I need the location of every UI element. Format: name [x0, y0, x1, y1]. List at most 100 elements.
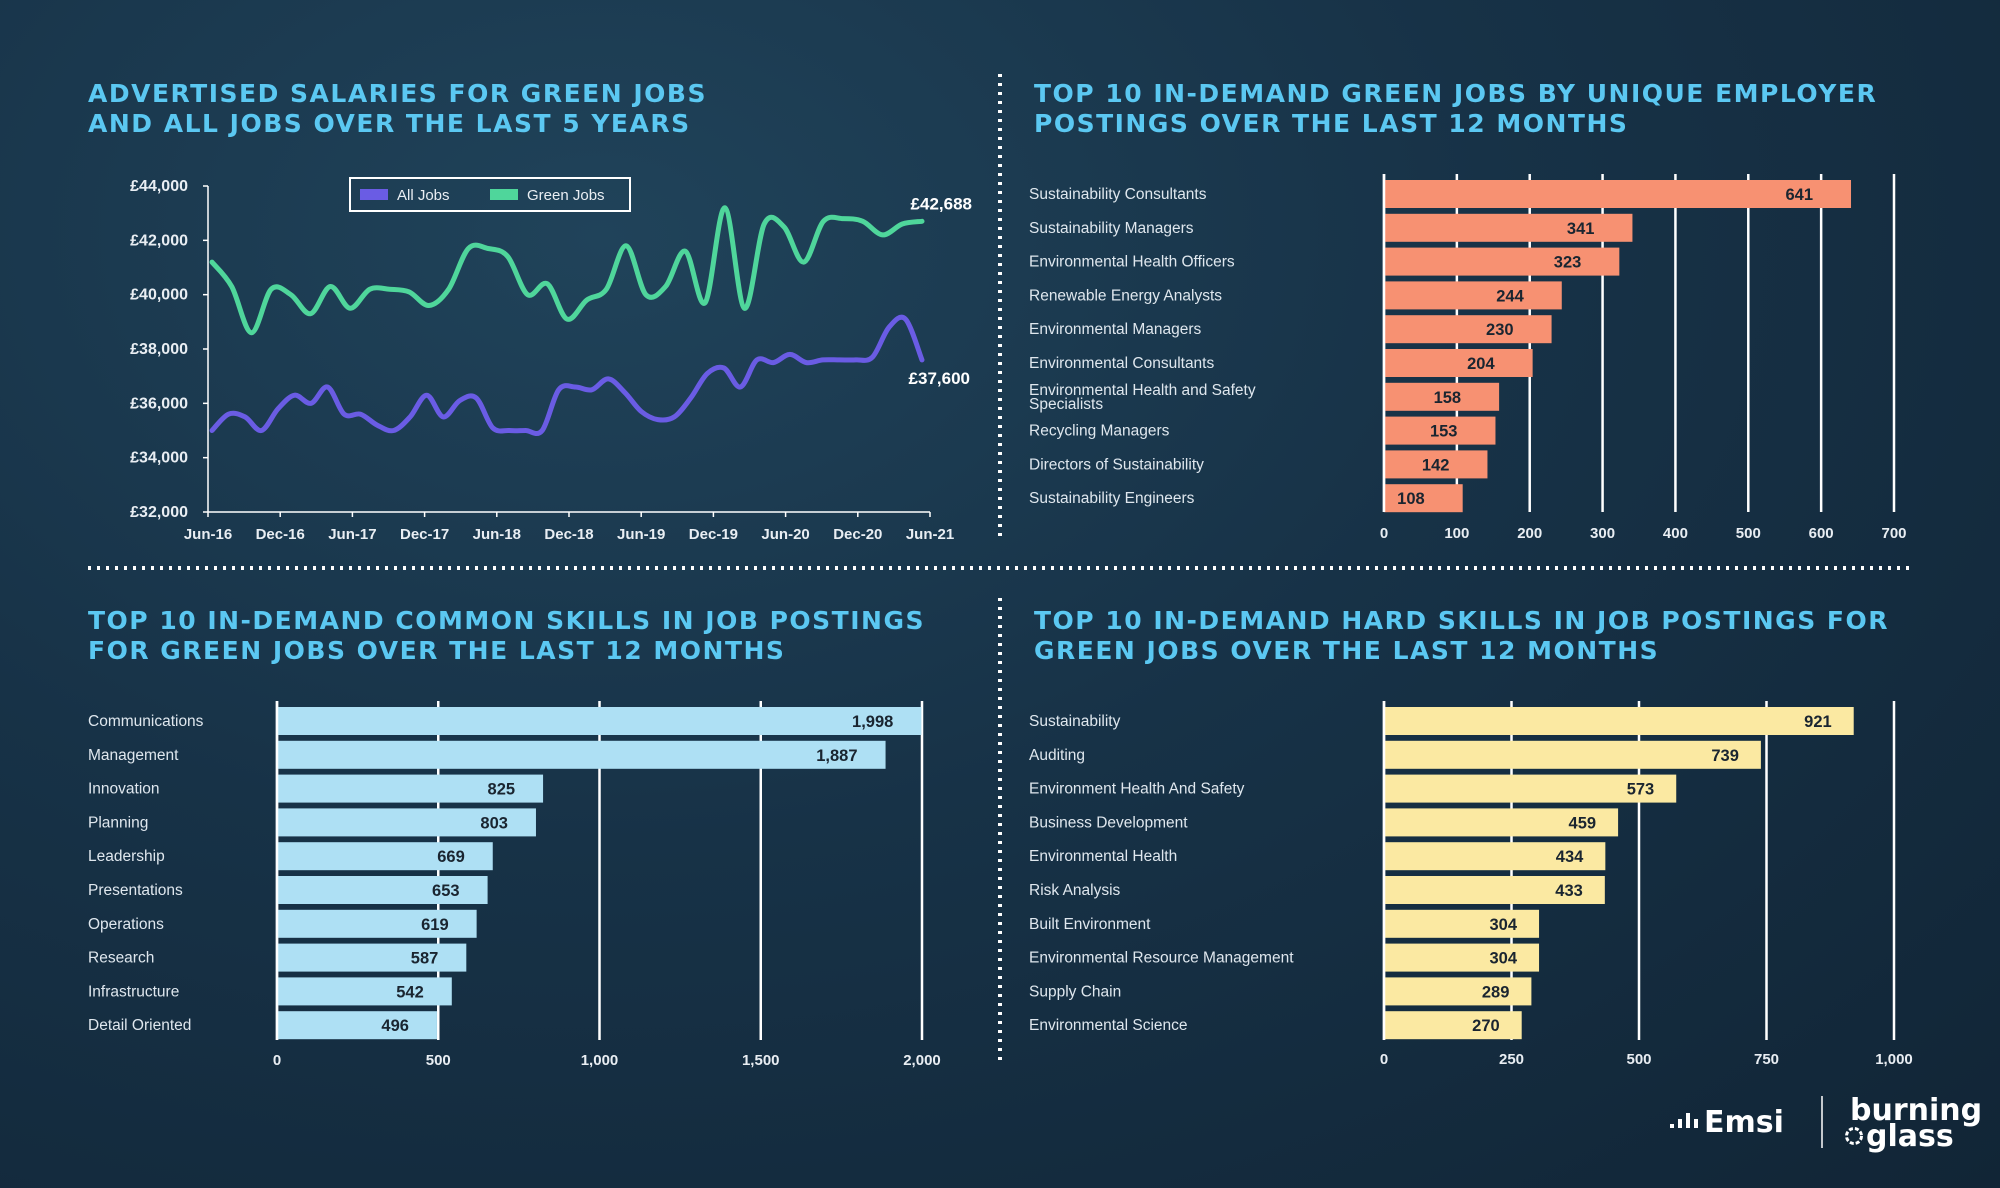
- bar-value-label: 433: [1555, 882, 1583, 900]
- bar: [1384, 315, 1552, 344]
- y-tick-label: £44,000: [130, 178, 188, 195]
- bar-value-label: 921: [1804, 713, 1832, 731]
- x-tick-label: Dec-16: [256, 526, 305, 543]
- common-skills-title-line1: TOP 10 IN-DEMAND COMMON SKILLS IN JOB PO…: [88, 606, 925, 635]
- bar: [1384, 943, 1540, 972]
- salaries-title-line2: AND ALL JOBS OVER THE LAST 5 YEARS: [88, 109, 691, 138]
- x-tick-label: 400: [1663, 525, 1688, 542]
- bar: [1384, 180, 1852, 208]
- emsi-logo-bar: [1694, 1119, 1698, 1128]
- category-label: Business Development: [1029, 814, 1188, 831]
- bar-value-label: 323: [1554, 254, 1582, 272]
- x-tick-label: 0: [1380, 525, 1388, 542]
- series-end-label: £37,600: [909, 369, 970, 388]
- legend-swatch-green-jobs: [490, 189, 518, 200]
- category-label: Environmental Consultants: [1029, 355, 1214, 372]
- x-tick-label: 100: [1444, 525, 1469, 542]
- emsi-logo-bar: [1678, 1119, 1682, 1128]
- y-tick-label: £42,000: [130, 232, 188, 249]
- y-tick-label: £40,000: [130, 287, 188, 304]
- bar: [1384, 281, 1562, 310]
- bar-value-label: 669: [437, 848, 465, 866]
- bar: [277, 808, 536, 837]
- x-tick-label: Jun-18: [473, 526, 521, 543]
- bar: [277, 977, 452, 1006]
- bar: [277, 842, 493, 871]
- bar: [1384, 213, 1633, 242]
- bar: [1384, 909, 1540, 938]
- hard-skills-bar-chart: 0 250 500 750 1,000 921 Sustainability 739 Audit…: [1029, 701, 1913, 1068]
- bar: [1384, 450, 1488, 479]
- bar: [1384, 808, 1619, 837]
- salaries-line-chart: £32,000 £34,000 £36,000 £38,000 £40,000 £42,0…: [130, 177, 972, 543]
- x-tick-label: Dec-18: [544, 526, 593, 543]
- category-label: Presentations: [88, 882, 183, 899]
- bar-value-label: 304: [1490, 950, 1518, 968]
- y-tick-label: £36,000: [130, 395, 188, 412]
- bar: [1384, 876, 1605, 904]
- category-label: Sustainability Engineers: [1029, 490, 1195, 507]
- jobs-title-line1: TOP 10 IN-DEMAND GREEN JOBS BY UNIQUE EM…: [1034, 79, 1877, 108]
- category-label: Directors of Sustainability: [1029, 456, 1204, 473]
- category-label: Recycling Managers: [1029, 423, 1170, 440]
- x-tick-label: Dec-17: [400, 526, 449, 543]
- emsi-logo-bar: [1686, 1113, 1690, 1128]
- bar: [1384, 349, 1533, 377]
- category-label: Infrastructure: [88, 983, 179, 1000]
- legend-box: [349, 177, 631, 212]
- burning-glass-logo-text-line1: burning: [1850, 1093, 1982, 1128]
- bar-value-label: 641: [1785, 186, 1813, 204]
- x-tick-label: 0: [1380, 1051, 1388, 1068]
- common-skills-title-line2: FOR GREEN JOBS OVER THE LAST 12 MONTHS: [88, 636, 785, 665]
- green-jobs-bar-chart: 0 100 200 300 400 500 600 700 641 Sustainability …: [1029, 174, 1907, 542]
- category-label: Environmental Science: [1029, 1017, 1188, 1034]
- legend-swatch-all-jobs: [360, 189, 388, 200]
- bar-value-label: 270: [1472, 1017, 1500, 1035]
- x-tick-label: 200: [1517, 525, 1542, 542]
- bar-value-label: 153: [1430, 423, 1458, 441]
- x-tick-label: Dec-19: [689, 526, 738, 543]
- bar: [1384, 1011, 1522, 1040]
- bar: [1384, 774, 1677, 803]
- salaries-title-line1: ADVERTISED SALARIES FOR GREEN JOBS: [88, 79, 707, 108]
- bar-value-label: 542: [396, 983, 424, 1001]
- bar: [277, 740, 886, 769]
- series-end-label: £42,688: [911, 194, 972, 213]
- category-label: Operations: [88, 916, 164, 933]
- bar-value-label: 573: [1627, 781, 1655, 799]
- bar-value-label: 230: [1486, 321, 1514, 339]
- emsi-logo-bar: [1670, 1124, 1674, 1128]
- category-label: Detail Oriented: [88, 1017, 191, 1034]
- bar-value-label: 459: [1569, 814, 1597, 832]
- x-tick-label: Jun-20: [761, 526, 809, 543]
- x-tick-label: Jun-16: [184, 526, 232, 543]
- category-label: Auditing: [1029, 747, 1085, 764]
- category-label: Supply Chain: [1029, 983, 1121, 1000]
- x-tick-label: 2,000: [903, 1052, 941, 1069]
- bar: [1384, 382, 1500, 411]
- x-tick-label: 300: [1590, 525, 1615, 542]
- bar: [1384, 707, 1854, 735]
- x-tick-label: Dec-20: [833, 526, 882, 543]
- legend-label-all-jobs: All Jobs: [397, 187, 450, 204]
- bar-value-label: 653: [432, 882, 460, 900]
- bar-value-label: 289: [1482, 983, 1510, 1001]
- legend-label-green-jobs: Green Jobs: [527, 187, 605, 204]
- x-tick-label: 0: [273, 1052, 281, 1069]
- bar: [277, 707, 922, 735]
- category-label: Communications: [88, 713, 204, 730]
- legend: All Jobs Green Jobs: [349, 177, 631, 212]
- category-label: Risk Analysis: [1029, 882, 1121, 899]
- bar: [277, 1011, 437, 1040]
- category-label: Environmental Managers: [1029, 321, 1202, 338]
- series-line-green-jobs: [209, 205, 925, 336]
- x-tick-label: 1,500: [742, 1052, 780, 1069]
- emsi-logo-text: Emsi: [1704, 1105, 1784, 1140]
- bar-value-label: 825: [488, 781, 516, 799]
- category-label: Renewable Energy Analysts: [1029, 287, 1222, 304]
- hard-skills-title-line1: TOP 10 IN-DEMAND HARD SKILLS IN JOB POST…: [1034, 606, 1889, 635]
- x-tick-label: Jun-17: [328, 526, 376, 543]
- bar-value-label: 434: [1556, 848, 1584, 866]
- burning-glass-logo-text-line2: glass: [1866, 1119, 1954, 1154]
